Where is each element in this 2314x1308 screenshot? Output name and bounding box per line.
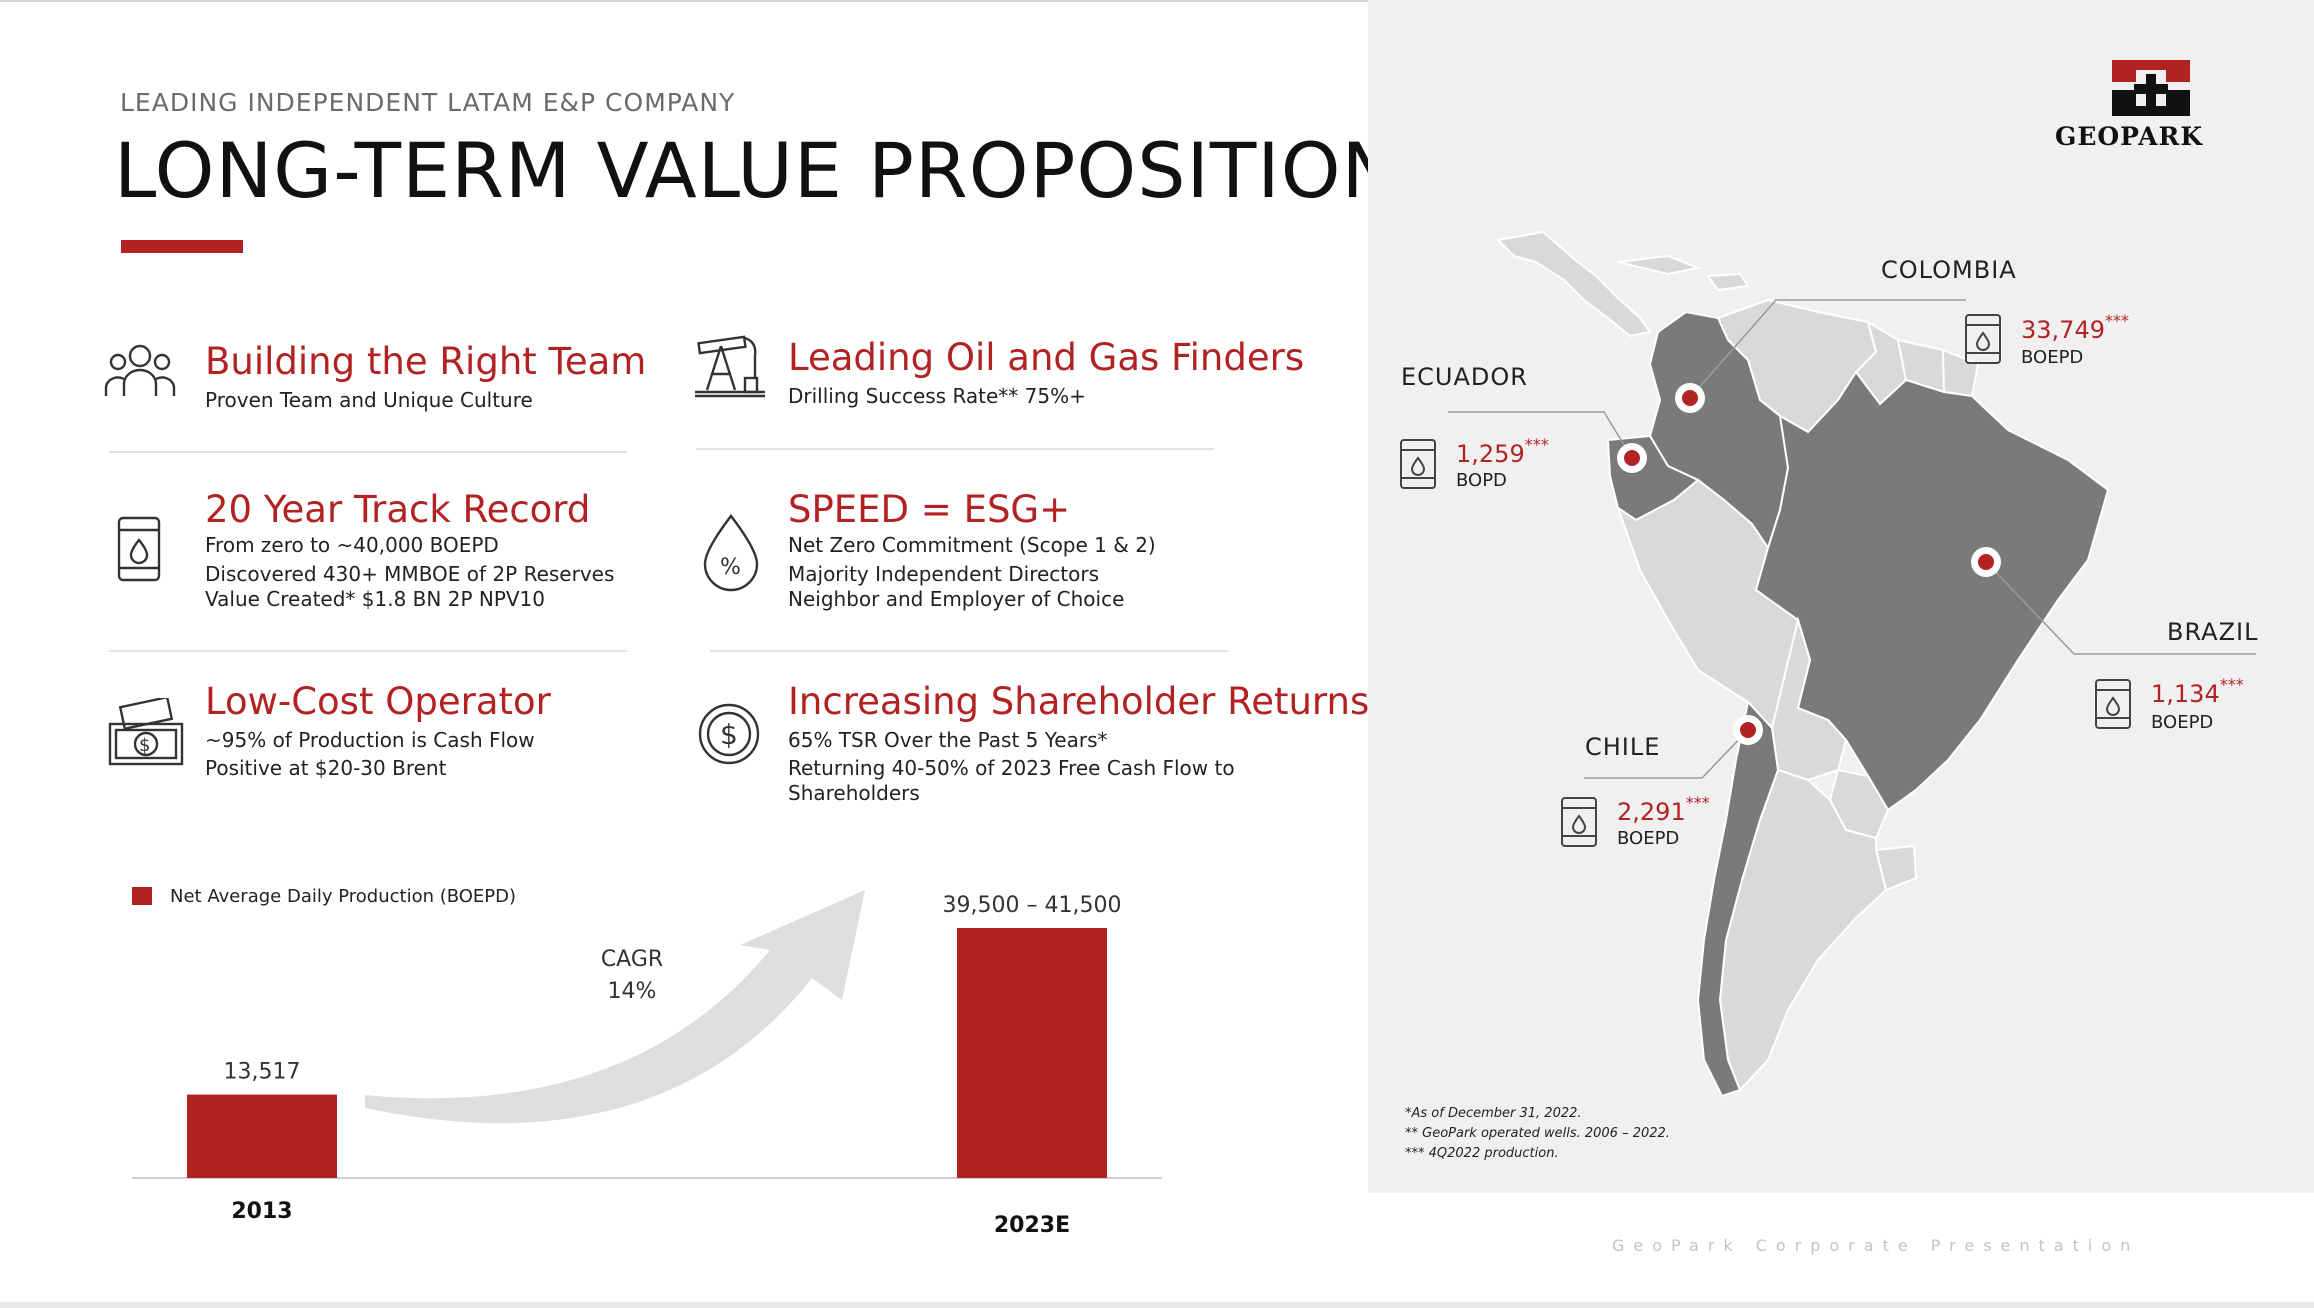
- feature-title-track-record: 20 Year Track Record: [205, 488, 591, 531]
- marker-brazil: [1971, 547, 2001, 577]
- brazil-shape: [1754, 370, 2110, 812]
- stat-value-ecuador: 1,259***: [1456, 435, 1549, 468]
- oil-barrel-icon: [1560, 796, 1598, 848]
- geopark-logo-text: GEOPARK: [2055, 122, 2204, 151]
- country-label-brazil: BRAZIL: [2167, 618, 2259, 646]
- production-chart: 13,517 2013 39,500 – 41,500 2023E: [132, 890, 1162, 1238]
- feature-line: From zero to ~40,000 BOEPD: [205, 533, 499, 557]
- country-label-chile: CHILE: [1585, 733, 1661, 761]
- geopark-logo-mark: [2112, 60, 2190, 122]
- bar-2013: [187, 1094, 337, 1178]
- country-label-colombia: COLOMBIA: [1881, 256, 2017, 284]
- feature-line: Value Created* $1.8 BN 2P NPV10: [205, 587, 546, 611]
- feature-line: Shareholders: [788, 781, 920, 805]
- footnote: *** 4Q2022 production.: [1405, 1146, 1559, 1161]
- leader-line-colombia: [1689, 299, 1966, 399]
- marker-colombia: [1675, 383, 1705, 413]
- data-label: 39,500 – 41,500: [943, 893, 1122, 918]
- oil-pump-icon: [693, 330, 767, 398]
- title-accent-bar: [121, 240, 243, 253]
- team-icon: [104, 340, 176, 400]
- feature-title-team: Building the Right Team: [205, 340, 647, 383]
- cagr-label: CAGR: [600, 947, 664, 972]
- divider: [710, 650, 1228, 652]
- svg-text:$: $: [139, 735, 150, 756]
- svg-text:$: $: [720, 718, 738, 751]
- oil-barrel-icon: [1399, 438, 1437, 490]
- stat-unit-chile: BOEPD: [1617, 828, 1680, 849]
- cagr-value: 14%: [607, 979, 657, 1004]
- svg-text:%: %: [720, 555, 741, 580]
- oil-barrel-icon: [1964, 313, 2002, 365]
- cash-icon: $: [108, 698, 184, 768]
- percent-drop-icon: %: [700, 512, 762, 592]
- legend-label: Net Average Daily Production (BOEPD): [170, 886, 517, 907]
- data-label: 13,517: [224, 1060, 301, 1085]
- stat-unit-brazil: BOEPD: [2151, 712, 2214, 733]
- chile-shape: [1696, 699, 1780, 1098]
- leader-line-brazil: [1985, 561, 2256, 655]
- feature-title-shareholder-returns: Increasing Shareholder Returns: [788, 680, 1370, 723]
- feature-title-low-cost: Low-Cost Operator: [205, 680, 551, 723]
- footnote: *As of December 31, 2022.: [1405, 1106, 1582, 1121]
- hispaniola-shape: [1706, 272, 1750, 292]
- oil-barrel-icon: [115, 516, 163, 582]
- footer-text: GeoPark Corporate Presentation: [1612, 1236, 2140, 1255]
- bar-2023E: [957, 928, 1107, 1178]
- marker-chile: [1733, 715, 1763, 745]
- map-panel: [1368, 0, 2314, 1193]
- central-america-shape: [1495, 230, 1652, 338]
- feature-title-finders: Leading Oil and Gas Finders: [788, 336, 1305, 379]
- feature-line: 65% TSR Over the Past 5 Years*: [788, 728, 1108, 752]
- page-title: LONG-TERM VALUE PROPOSITION: [114, 126, 1400, 215]
- feature-title-esg: SPEED = ESG+: [788, 488, 1071, 531]
- stat-unit-colombia: BOEPD: [2021, 347, 2084, 368]
- page-kicker: LEADING INDEPENDENT LATAM E&P COMPANY: [120, 88, 736, 117]
- stat-unit-ecuador: BOPD: [1456, 470, 1507, 491]
- category-label: 2023E: [994, 1213, 1070, 1238]
- stat-value-brazil: 1,134***: [2151, 675, 2244, 708]
- south-america-map: [1448, 230, 2256, 1098]
- footnote: ** GeoPark operated wells. 2006 – 2022.: [1405, 1126, 1670, 1141]
- marker-ecuador: [1617, 443, 1647, 473]
- feature-line: Neighbor and Employer of Choice: [788, 587, 1125, 611]
- stat-value-colombia: 33,749***: [2021, 311, 2129, 344]
- divider: [109, 650, 627, 652]
- dollar-coin-icon: $: [697, 702, 761, 766]
- feature-line: Returning 40-50% of 2023 Free Cash Flow …: [788, 756, 1235, 780]
- feature-line: Proven Team and Unique Culture: [205, 388, 533, 412]
- divider: [696, 448, 1214, 450]
- oil-barrel-icon: [2094, 678, 2132, 730]
- category-label: 2013: [231, 1199, 292, 1224]
- top-rule: [0, 0, 2314, 2]
- stat-value-chile: 2,291***: [1617, 793, 1710, 826]
- country-label-ecuador: ECUADOR: [1401, 363, 1528, 391]
- feature-line: Positive at $20-30 Brent: [205, 756, 447, 780]
- leader-line-ecuador: [1448, 411, 1633, 459]
- leader-line-chile: [1584, 729, 1749, 779]
- feature-line: ~95% of Production is Cash Flow: [205, 728, 535, 752]
- feature-line: Majority Independent Directors: [788, 562, 1100, 586]
- cagr-annotation: CAGR 14%: [586, 944, 678, 1008]
- feature-line: Drilling Success Rate** 75%+: [788, 384, 1086, 408]
- bottom-rule: [0, 1302, 2314, 1308]
- cuba-shape: [1617, 254, 1702, 276]
- feature-line: Discovered 430+ MMBOE of 2P Reserves: [205, 562, 615, 586]
- divider: [109, 451, 627, 453]
- feature-line: Net Zero Commitment (Scope 1 & 2): [788, 533, 1156, 557]
- cagr-arrow: [365, 890, 865, 1124]
- legend-swatch: [132, 887, 152, 905]
